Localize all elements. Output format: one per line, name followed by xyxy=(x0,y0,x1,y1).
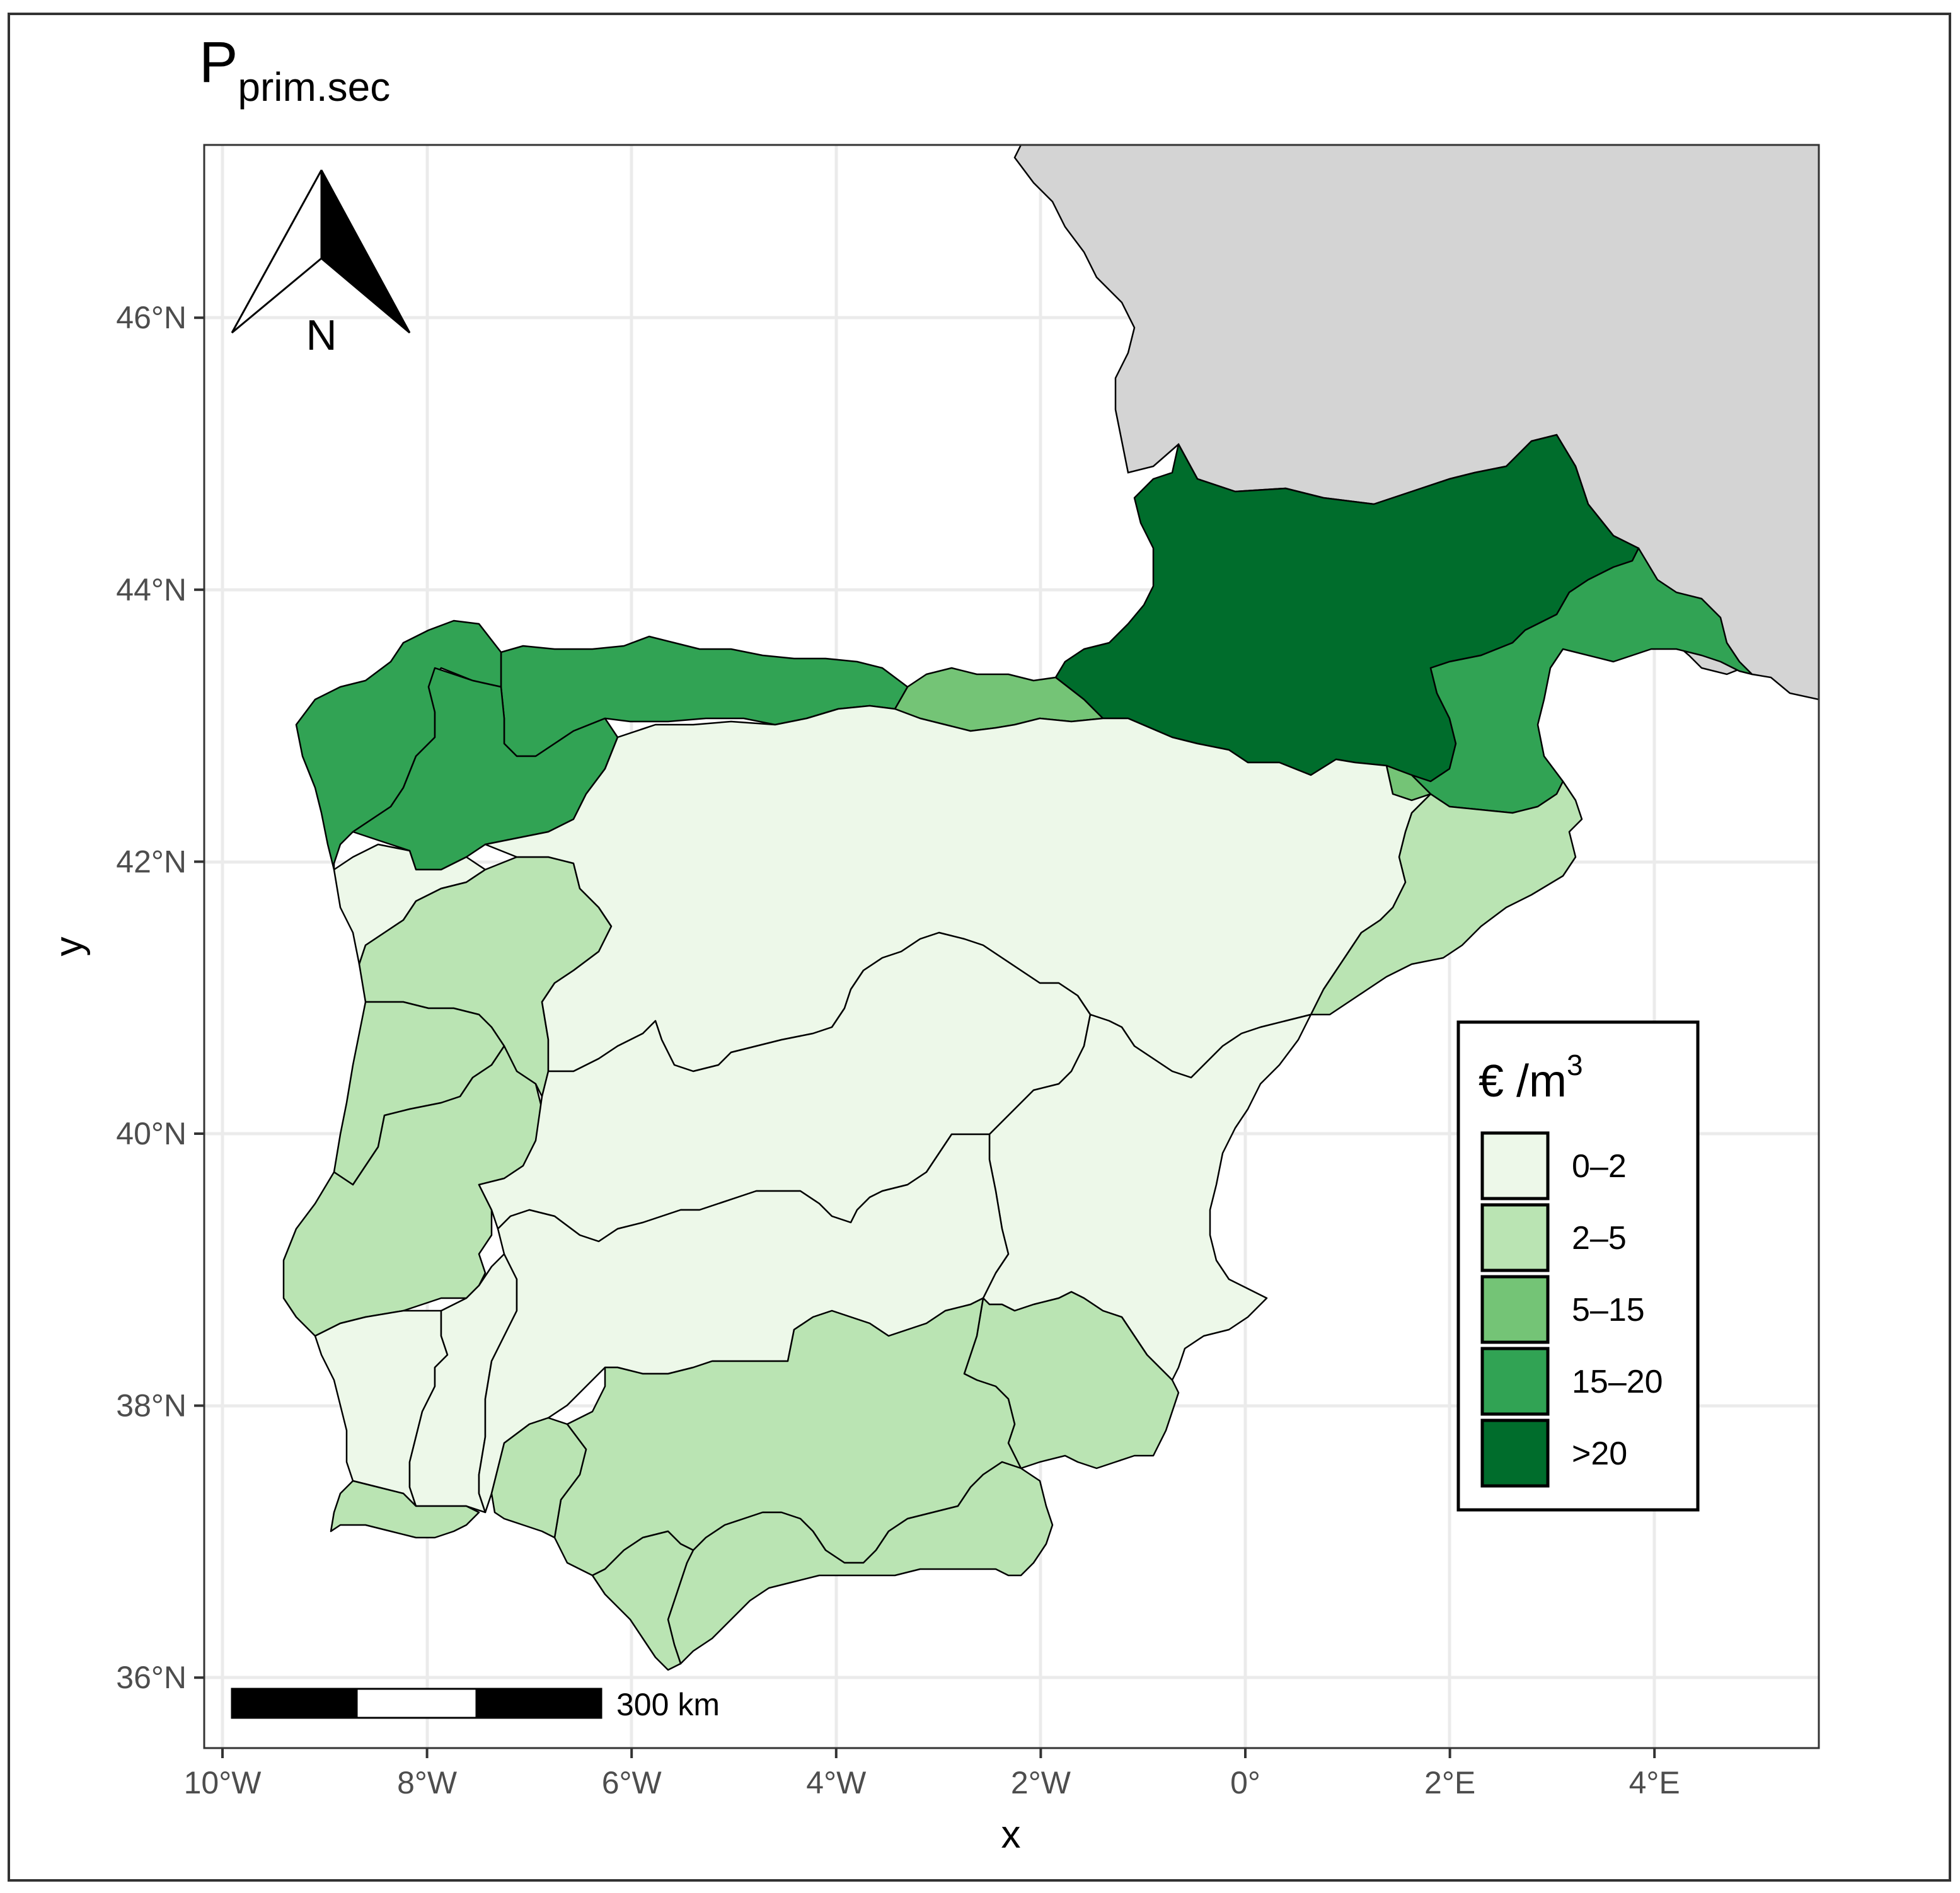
legend: € /m3 0–2 2–5 5–15 15–20 >20 xyxy=(1456,1020,1700,1512)
north-arrow-right xyxy=(320,170,411,334)
x-axis-ticks: 10°W 8°W 6°W 4°W 2°W 0° 2°E 4°E xyxy=(184,1748,1680,1800)
y-tick-label: 42°N xyxy=(116,844,187,879)
map-title: Pprim.sec xyxy=(199,30,390,110)
y-axis-ticks: 36°N 38°N 40°N 42°N 44°N 46°N xyxy=(116,300,204,1695)
region-guadalete-barbate xyxy=(591,1530,695,1671)
x-tick-label: 4°E xyxy=(1629,1765,1680,1800)
map-panel: N 300 km € /m3 0–2 2–5 5–15 15–20 >20 xyxy=(203,144,1820,1749)
region-algarve xyxy=(330,1480,480,1539)
x-tick-label: 4°W xyxy=(806,1765,867,1800)
legend-key xyxy=(1480,1203,1550,1272)
y-tick-label: 44°N xyxy=(116,572,187,607)
legend-label: 15–20 xyxy=(1572,1364,1663,1400)
north-arrow-label: N xyxy=(306,311,337,359)
legend-label: >20 xyxy=(1572,1436,1627,1472)
panel-border xyxy=(203,144,1820,1749)
y-tick-label: 36°N xyxy=(116,1660,187,1695)
region-tinto-odiel xyxy=(490,1417,587,1539)
x-tick-label: 2°E xyxy=(1424,1765,1475,1800)
scale-bar-segment-3 xyxy=(475,1688,602,1719)
scale-bar: 300 km xyxy=(231,1687,720,1722)
legend-key xyxy=(1480,1418,1550,1488)
y-tick-label: 38°N xyxy=(116,1388,187,1424)
legend-label: 2–5 xyxy=(1572,1220,1627,1257)
x-axis-title: x xyxy=(1001,1813,1021,1856)
x-tick-label: 8°W xyxy=(397,1765,458,1800)
x-tick-label: 10°W xyxy=(184,1765,262,1800)
legend-key xyxy=(1480,1131,1550,1200)
scale-bar-segment-1 xyxy=(231,1688,358,1719)
legend-title: € /m3 xyxy=(1479,1049,1583,1107)
x-tick-label: 2°W xyxy=(1011,1765,1071,1800)
x-tick-label: 0° xyxy=(1230,1765,1260,1800)
x-tick-label: 6°W xyxy=(602,1765,662,1800)
legend-label: 0–2 xyxy=(1572,1148,1627,1185)
y-axis-title: y xyxy=(47,937,91,957)
legend-key xyxy=(1480,1275,1550,1344)
region-mediterranean-andalucia xyxy=(667,1461,1054,1665)
y-tick-label: 40°N xyxy=(116,1116,187,1151)
north-arrow: N xyxy=(231,170,411,359)
legend-label: 5–15 xyxy=(1572,1292,1645,1328)
scale-bar-segment-2 xyxy=(355,1688,478,1719)
y-tick-label: 46°N xyxy=(116,300,187,335)
map-title-subscript: prim.sec xyxy=(238,64,390,110)
scale-bar-label: 300 km xyxy=(616,1687,720,1722)
legend-key xyxy=(1480,1347,1550,1416)
map-title-main: P xyxy=(199,30,238,95)
legend-title-main: € /m xyxy=(1479,1056,1567,1107)
legend-title-superscript: 3 xyxy=(1567,1049,1583,1081)
